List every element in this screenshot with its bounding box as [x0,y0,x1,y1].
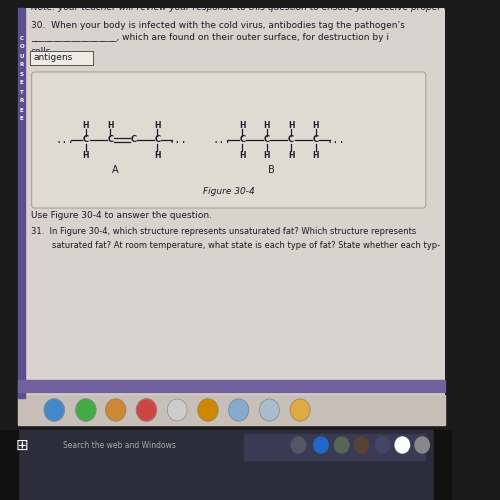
Circle shape [375,437,390,453]
Circle shape [290,399,310,421]
Text: H: H [82,120,89,130]
Text: C: C [239,136,246,144]
Circle shape [395,437,409,453]
Bar [0,430,18,500]
Bar [0,430,452,500]
Circle shape [291,437,306,453]
Text: E: E [20,108,24,112]
Bar [18,8,26,398]
Text: O: O [20,44,24,50]
Bar [434,430,452,500]
Text: C: C [154,136,160,144]
Text: H: H [264,120,270,130]
Circle shape [136,399,156,421]
Text: H: H [154,150,160,160]
FancyBboxPatch shape [30,51,93,65]
Text: H: H [312,150,319,160]
Text: E: E [20,80,24,86]
Text: antigens: antigens [34,54,72,62]
Text: H: H [312,120,319,130]
Circle shape [44,399,64,421]
Text: C: C [20,36,24,41]
Circle shape [314,437,328,453]
Text: Search the web and Windows: Search the web and Windows [64,440,176,450]
Circle shape [354,437,369,453]
Circle shape [415,437,430,453]
FancyBboxPatch shape [32,72,426,208]
Text: C: C [83,136,89,144]
Text: cells.: cells. [30,46,54,56]
Text: C: C [264,136,270,144]
Text: ...: ... [168,135,188,145]
Text: H: H [154,120,160,130]
Text: R: R [20,62,24,68]
Text: C: C [312,136,318,144]
Circle shape [228,399,248,421]
Text: H: H [107,120,114,130]
Text: C: C [107,136,114,144]
Bar [18,8,445,398]
Text: ___________________, which are found on their outer surface, for destruction by : ___________________, which are found on … [30,34,388,42]
Text: B: B [268,165,274,175]
Text: Figure 30-4: Figure 30-4 [203,186,254,196]
Text: Use Figure 30-4 to answer the question.: Use Figure 30-4 to answer the question. [30,210,212,220]
Text: 30.  When your body is infected with the cold virus, antibodies tag the pathogen: 30. When your body is infected with the … [30,20,404,30]
Bar [18,395,445,425]
Text: R: R [20,98,24,103]
Text: C: C [288,136,294,144]
Text: 31.  In Figure 30-4, which structure represents unsaturated fat? Which structure: 31. In Figure 30-4, which structure repr… [30,228,416,236]
Text: H: H [288,120,294,130]
Text: H: H [239,150,246,160]
Text: ...: ... [327,135,345,145]
Text: Note: your teacher will review your response to this question to ensure you rece: Note: your teacher will review your resp… [30,4,449,13]
Circle shape [106,399,126,421]
Text: H: H [288,150,294,160]
Text: A: A [112,165,118,175]
Circle shape [260,399,280,421]
Text: ...: ... [56,135,74,145]
Circle shape [198,399,218,421]
Circle shape [334,437,349,453]
Text: T: T [20,90,24,94]
Text: H: H [239,120,246,130]
Bar [18,380,445,392]
Circle shape [76,399,96,421]
Text: H: H [264,150,270,160]
Text: S: S [20,72,24,76]
Circle shape [167,399,187,421]
Text: E: E [20,116,24,121]
Text: ⊞: ⊞ [16,438,28,452]
Text: ...: ... [212,135,231,145]
Text: saturated fat? At room temperature, what state is each type of fat? State whethe: saturated fat? At room temperature, what… [30,240,440,250]
Text: H: H [82,150,89,160]
Text: C: C [130,136,137,144]
Bar [244,434,425,460]
Text: U: U [20,54,24,59]
